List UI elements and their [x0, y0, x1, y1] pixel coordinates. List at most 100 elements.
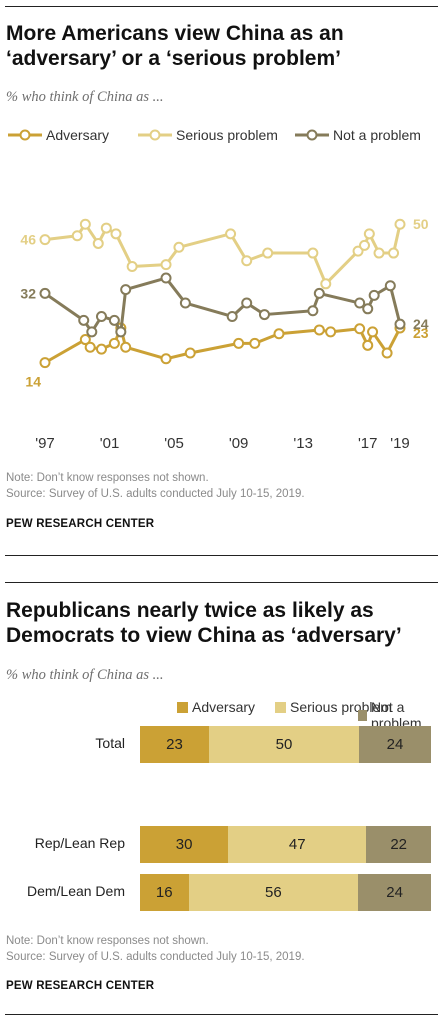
legend-marker-2	[306, 129, 318, 141]
x-tick-label: '09	[229, 435, 249, 450]
start-value-label: 32	[20, 285, 36, 301]
bar-segment: 23	[140, 726, 209, 763]
line-chart-subtitle: % who think of China as ...	[6, 89, 164, 105]
data-point	[367, 326, 379, 338]
bar-row: Total 23 50 24	[0, 726, 443, 763]
data-point	[368, 289, 380, 301]
data-point	[120, 284, 132, 296]
pew-brand-top: PEW RESEARCH CENTER	[6, 518, 155, 530]
data-point	[313, 287, 325, 299]
bar-chart-note: Note: Don’t know responses not shown. So…	[6, 933, 305, 965]
data-point	[39, 287, 51, 299]
legend-label-2: Not a problem	[333, 127, 421, 143]
bar-legend-label: Adversary	[192, 699, 256, 715]
data-point	[325, 326, 337, 338]
bar-segment: 56	[188, 874, 359, 911]
data-point	[110, 228, 122, 240]
data-point	[394, 218, 406, 230]
legend-label-0: Adversary	[46, 127, 109, 143]
line-chart-note-text: Note: Don’t know responses not shown.	[6, 472, 209, 484]
data-point	[160, 353, 172, 365]
x-tick-label: '17	[358, 435, 378, 450]
data-point	[359, 239, 370, 251]
data-point	[307, 247, 319, 259]
bar-chart-note-text: Note: Don’t know responses not shown.	[6, 935, 209, 947]
bar-chart-title-line2: Democrats to view China as ‘adversary’	[6, 624, 402, 647]
start-value-label: 46	[20, 232, 36, 248]
data-point	[307, 305, 319, 317]
x-tick-label: '05	[164, 435, 184, 450]
line-chart: Adversary Serious problem Not a problem '97…	[8, 127, 429, 450]
data-point	[179, 297, 191, 309]
data-point	[160, 272, 172, 284]
data-point	[241, 297, 253, 309]
data-point	[249, 337, 261, 349]
data-point	[126, 261, 138, 273]
bar-segment: 24	[358, 874, 431, 911]
data-point	[184, 347, 196, 359]
series-line-1	[44, 222, 402, 286]
bar-segment: 16	[140, 874, 189, 911]
bar-chart-title-line1: Republicans nearly twice as likely as	[6, 599, 374, 622]
data-point	[160, 259, 172, 271]
data-point	[262, 247, 274, 259]
bar-chart-title: Republicans nearly twice as likely as De…	[6, 598, 436, 648]
bar-chart-source-text: Source: Survey of U.S. adults conducted …	[6, 951, 305, 963]
middle-divider-2	[5, 582, 438, 583]
data-point	[84, 341, 96, 353]
top-divider	[5, 6, 438, 7]
data-point	[381, 347, 393, 359]
data-point	[173, 241, 185, 253]
x-tick-label: '97	[35, 435, 55, 450]
bar-segment: 24	[359, 726, 431, 763]
data-point	[363, 228, 375, 240]
data-point	[39, 357, 51, 369]
data-point	[92, 237, 104, 249]
data-point	[39, 234, 51, 246]
x-tick-label: '19	[390, 435, 410, 450]
bar-legend-swatch	[358, 709, 367, 721]
start-value-label: 14	[25, 374, 41, 390]
pew-brand-bottom: PEW RESEARCH CENTER	[6, 980, 155, 992]
legend-marker-0	[19, 129, 31, 141]
data-point	[108, 337, 120, 349]
bar-legend-swatch	[275, 701, 286, 713]
data-point	[86, 326, 98, 338]
bar-chart-subtitle: % who think of China as ...	[6, 667, 164, 683]
data-point	[354, 323, 366, 335]
data-point	[79, 334, 91, 346]
data-point	[95, 310, 107, 322]
data-point	[79, 218, 91, 230]
data-point	[95, 343, 107, 355]
data-point	[100, 222, 112, 234]
data-point	[354, 297, 366, 309]
data-point	[388, 247, 400, 259]
data-point	[362, 303, 374, 315]
series-line-2	[44, 276, 402, 334]
data-point	[115, 326, 127, 338]
data-point	[78, 314, 90, 326]
bar-category-label: Dem/Lean Dem	[26, 883, 125, 899]
data-point	[108, 314, 120, 326]
bar-segment: 47	[228, 826, 367, 863]
bar-segment: 22	[366, 826, 431, 863]
data-point	[226, 310, 238, 322]
data-point	[233, 337, 245, 349]
data-point	[258, 309, 270, 321]
end-value-label: 50	[413, 216, 429, 232]
middle-divider-1	[5, 555, 438, 556]
data-point	[273, 328, 285, 340]
data-point	[71, 230, 83, 242]
legend-label-1: Serious problem	[176, 127, 278, 143]
bar-category-label: Total	[95, 735, 125, 751]
bar-legend-swatch	[177, 701, 188, 713]
data-point	[320, 278, 332, 290]
data-point	[362, 339, 374, 351]
line-chart-title-line2: ‘adversary’ or a ‘serious problem’	[6, 47, 341, 70]
data-point	[225, 228, 237, 240]
data-point	[394, 318, 406, 330]
bar-row: Rep/Lean Rep 30 47 22	[0, 826, 443, 863]
x-tick-label: '13	[293, 435, 313, 450]
line-chart-note: Note: Don’t know responses not shown. So…	[6, 470, 305, 502]
line-chart-title: More Americans view China as an ‘adversa…	[6, 21, 436, 71]
